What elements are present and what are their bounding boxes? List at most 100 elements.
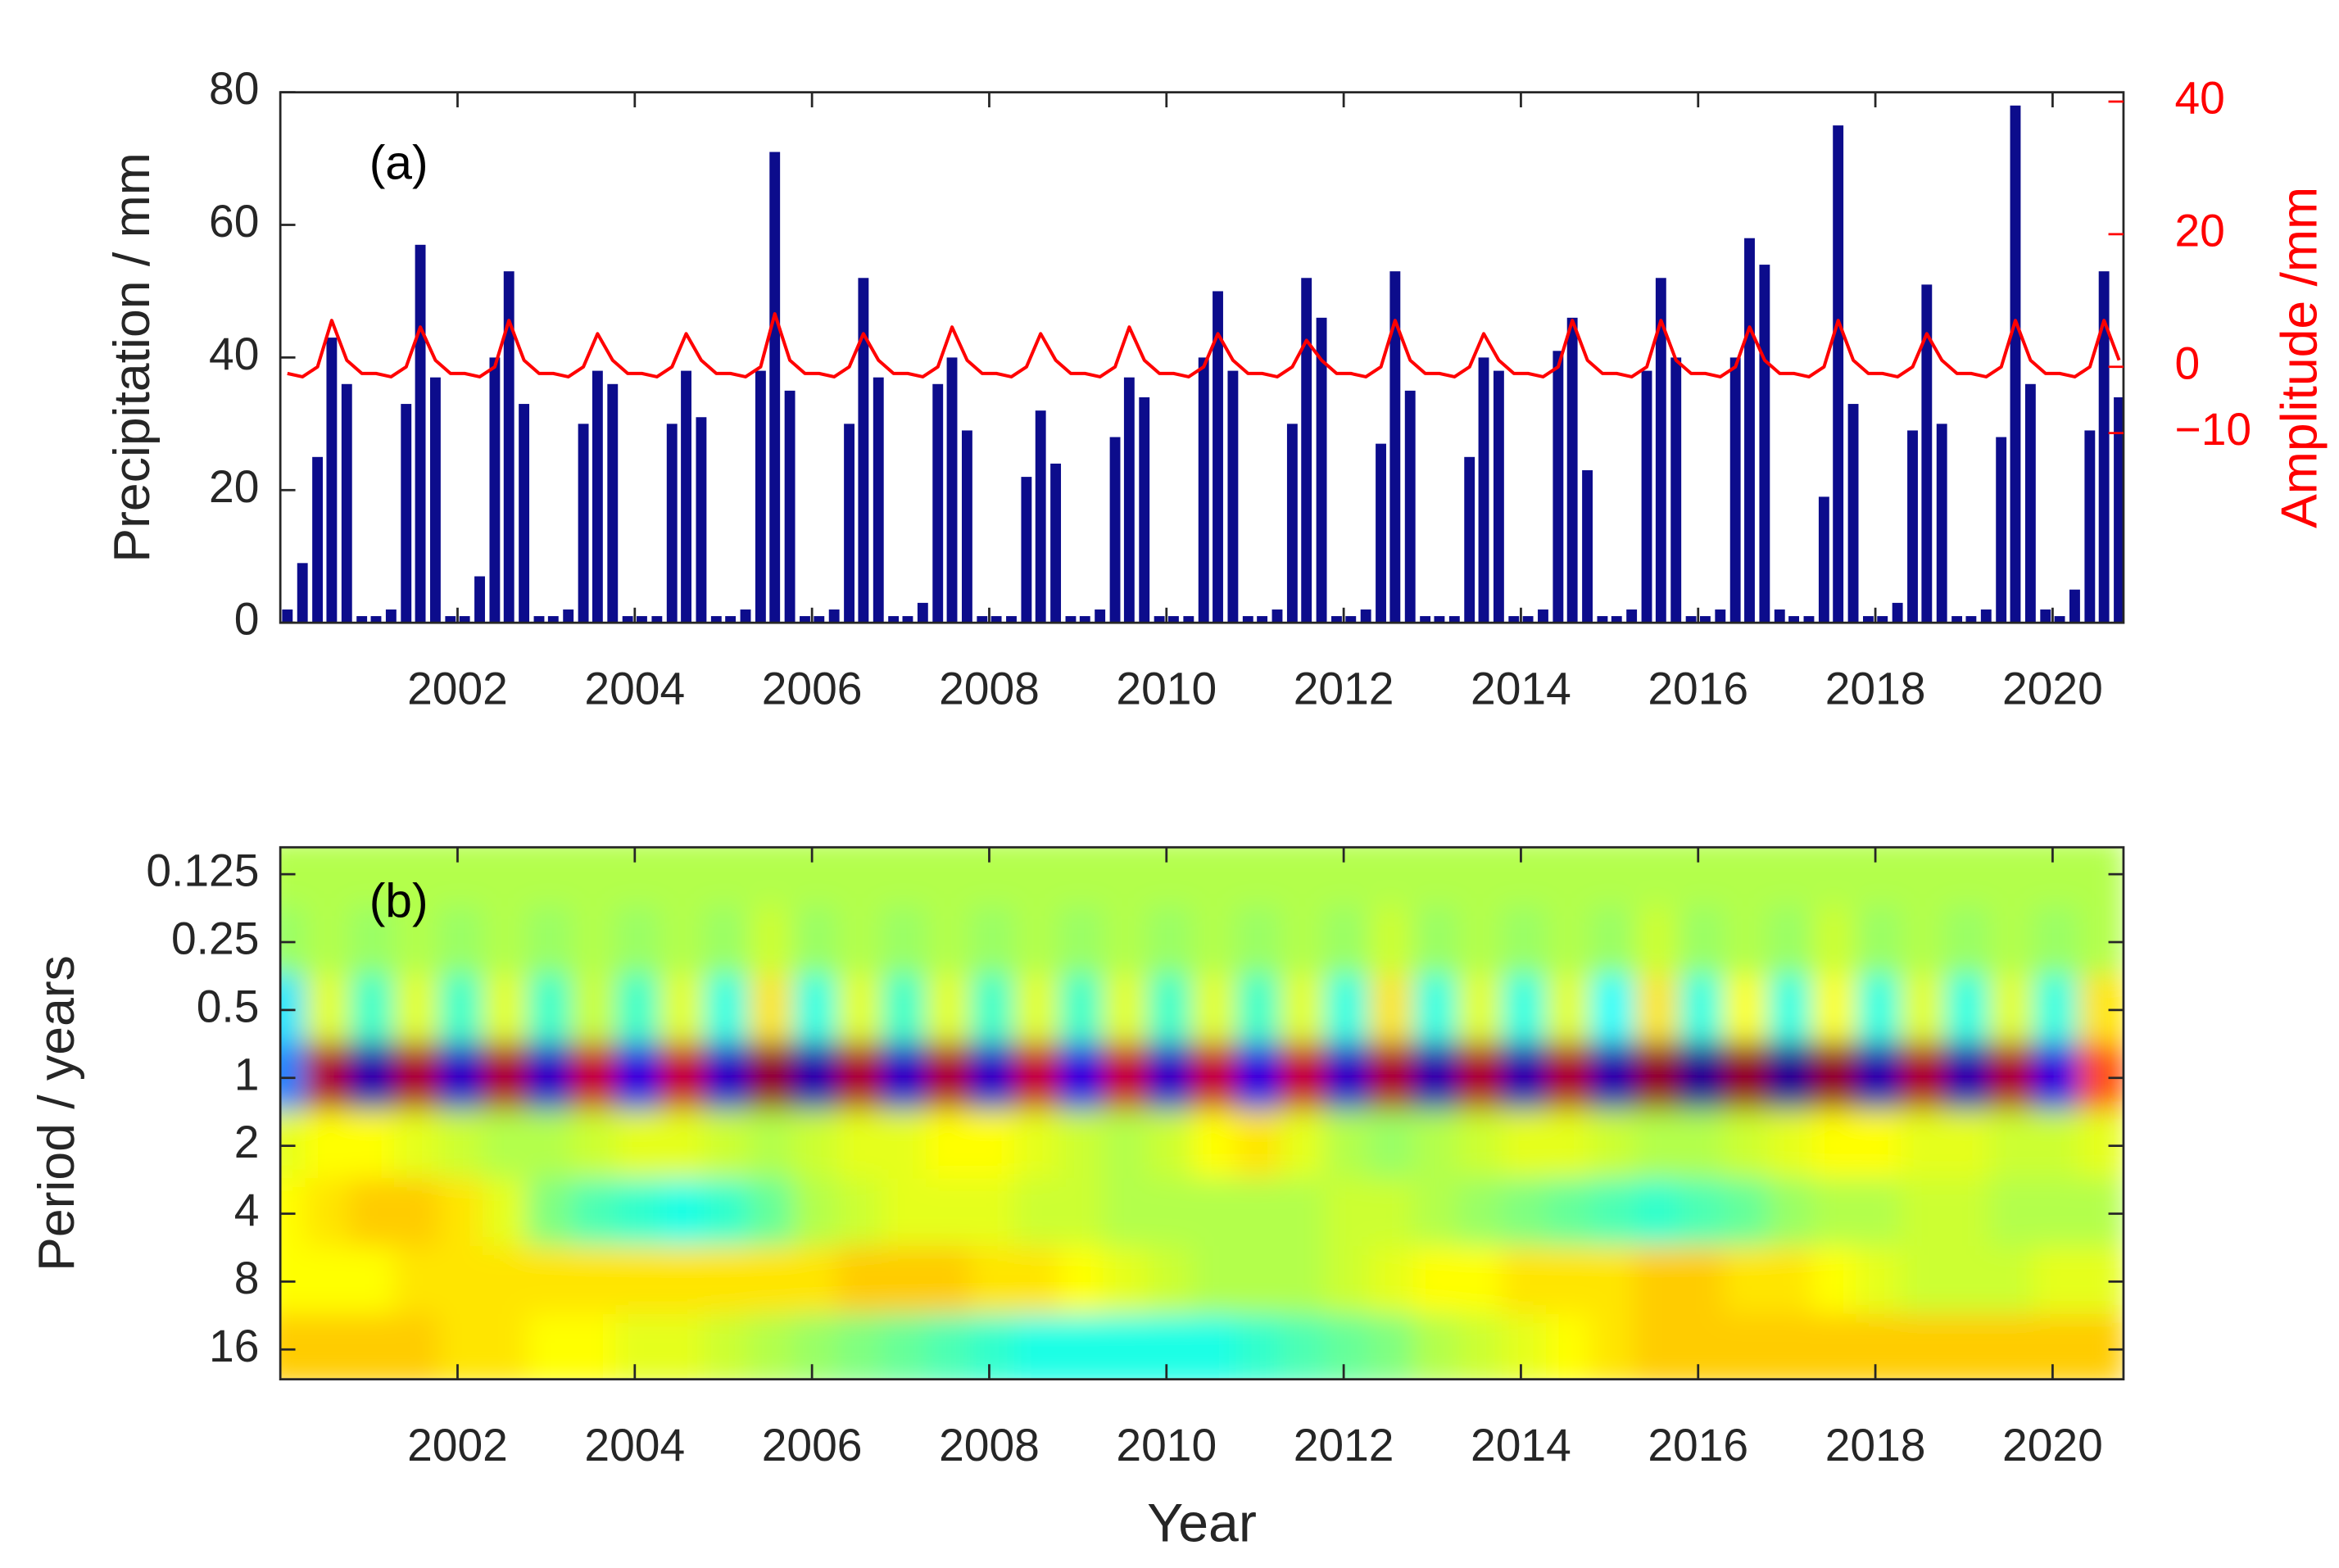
x-tick-label: 2020 xyxy=(2002,663,2103,714)
bar xyxy=(1655,278,1666,623)
bar xyxy=(1154,616,1165,623)
heatmap-cell xyxy=(571,1110,619,1181)
y-axis-label: Period / years xyxy=(28,955,85,1271)
heatmap-cell xyxy=(1811,1246,1860,1317)
bar xyxy=(814,616,825,623)
heatmap-cell xyxy=(1590,1042,1638,1113)
heatmap-cell xyxy=(1944,1246,1992,1317)
bar xyxy=(1389,271,1401,623)
bar xyxy=(385,609,397,623)
heatmap-cell xyxy=(1014,847,1062,910)
bar xyxy=(430,377,441,623)
heatmap-cell xyxy=(1856,1042,1904,1113)
heatmap-cell xyxy=(1368,1042,1417,1113)
heatmap-cell xyxy=(1634,974,1682,1046)
heatmap-cell xyxy=(1235,1042,1284,1113)
heatmap-cell xyxy=(1811,1042,1860,1113)
bar xyxy=(961,430,972,623)
heatmap-cell xyxy=(1856,974,1904,1046)
heatmap-cell xyxy=(2078,847,2124,910)
heatmap-cell xyxy=(1634,847,1682,910)
heatmap-cell xyxy=(393,1110,442,1181)
heatmap-cell xyxy=(1103,974,1150,1046)
x-tick-label: 2008 xyxy=(939,1420,1040,1471)
bar xyxy=(1213,291,1223,623)
bar xyxy=(1345,616,1357,623)
bar xyxy=(326,338,338,623)
heatmap-cell xyxy=(881,974,929,1046)
heatmap-cell xyxy=(1191,1313,1240,1380)
bar xyxy=(547,616,559,623)
heatmap-cell xyxy=(969,974,1018,1046)
heatmap-cell xyxy=(1634,1178,1682,1249)
heatmap-cell xyxy=(1679,1178,1727,1249)
heatmap-cell xyxy=(1147,1246,1195,1317)
heatmap-cell xyxy=(1058,1246,1106,1317)
heatmap-cell xyxy=(393,1178,442,1249)
bar xyxy=(1877,616,1888,623)
bar xyxy=(1448,616,1460,623)
heatmap-cell xyxy=(1988,1110,2037,1181)
bar xyxy=(297,563,308,623)
heatmap-cell xyxy=(1944,847,1992,910)
heatmap-cell xyxy=(1014,1178,1062,1249)
heatmap-cell xyxy=(1679,1042,1727,1113)
heatmap-cell xyxy=(393,1313,442,1380)
x-tick-label: 2008 xyxy=(939,663,1040,714)
y-tick-label: 1 xyxy=(234,1049,260,1099)
heatmap-cell xyxy=(1988,1042,2037,1113)
bar xyxy=(503,271,514,623)
heatmap-cell xyxy=(704,906,752,978)
heatmap-cell xyxy=(1014,1042,1062,1113)
heatmap-cell xyxy=(1058,1042,1106,1113)
heatmap-cell xyxy=(1501,1313,1549,1380)
heatmap-cell xyxy=(615,1110,664,1181)
heatmap-cell xyxy=(1811,974,1860,1046)
heatmap-cell xyxy=(1590,1246,1638,1317)
heatmap-cell xyxy=(1988,974,2037,1046)
heatmap-cell xyxy=(2033,1110,2081,1181)
heatmap-cell xyxy=(836,974,885,1046)
bar xyxy=(1508,616,1520,623)
heatmap-cell xyxy=(1723,1178,1771,1249)
bar xyxy=(1006,616,1017,623)
heatmap-cell xyxy=(1457,1042,1505,1113)
bar xyxy=(1582,470,1593,623)
bar xyxy=(1980,609,1992,623)
heatmap-cell xyxy=(925,974,973,1046)
bar xyxy=(1035,410,1046,623)
heatmap-cell xyxy=(1546,1110,1593,1181)
heatmap-cell xyxy=(1235,974,1284,1046)
x-tick-label: 2010 xyxy=(1116,663,1217,714)
bar xyxy=(1553,351,1564,623)
bar xyxy=(1670,357,1682,623)
y2-tick-label: −10 xyxy=(2174,404,2251,455)
bar xyxy=(341,383,352,623)
heatmap-cell xyxy=(571,1313,619,1380)
heatmap-cell xyxy=(1723,974,1771,1046)
bar xyxy=(1538,609,1548,623)
heatmap-cell xyxy=(349,1178,397,1249)
heatmap-cell xyxy=(615,974,664,1046)
heatmap-cell xyxy=(1546,847,1593,910)
bar xyxy=(710,616,722,623)
heatmap-cell xyxy=(1679,1110,1727,1181)
heatmap-cell xyxy=(1590,906,1638,978)
heatmap-cell xyxy=(1767,974,1815,1046)
bar xyxy=(1331,616,1342,623)
heatmap-cell xyxy=(1856,1178,1904,1249)
heatmap-cell xyxy=(1147,974,1195,1046)
y2-tick-label: 0 xyxy=(2174,338,2200,388)
heatmap-cell xyxy=(527,1178,574,1249)
heatmap-cell xyxy=(969,1178,1018,1249)
bar xyxy=(592,370,603,623)
heatmap-cell xyxy=(660,906,708,978)
heatmap-cell xyxy=(704,1313,752,1380)
heatmap-cell xyxy=(1324,1110,1372,1181)
heatmap-cell xyxy=(1944,974,1992,1046)
y-tick-label: 4 xyxy=(234,1185,260,1235)
bar xyxy=(1522,616,1534,623)
bar xyxy=(1257,616,1268,623)
heatmap-cell xyxy=(1856,1246,1904,1317)
